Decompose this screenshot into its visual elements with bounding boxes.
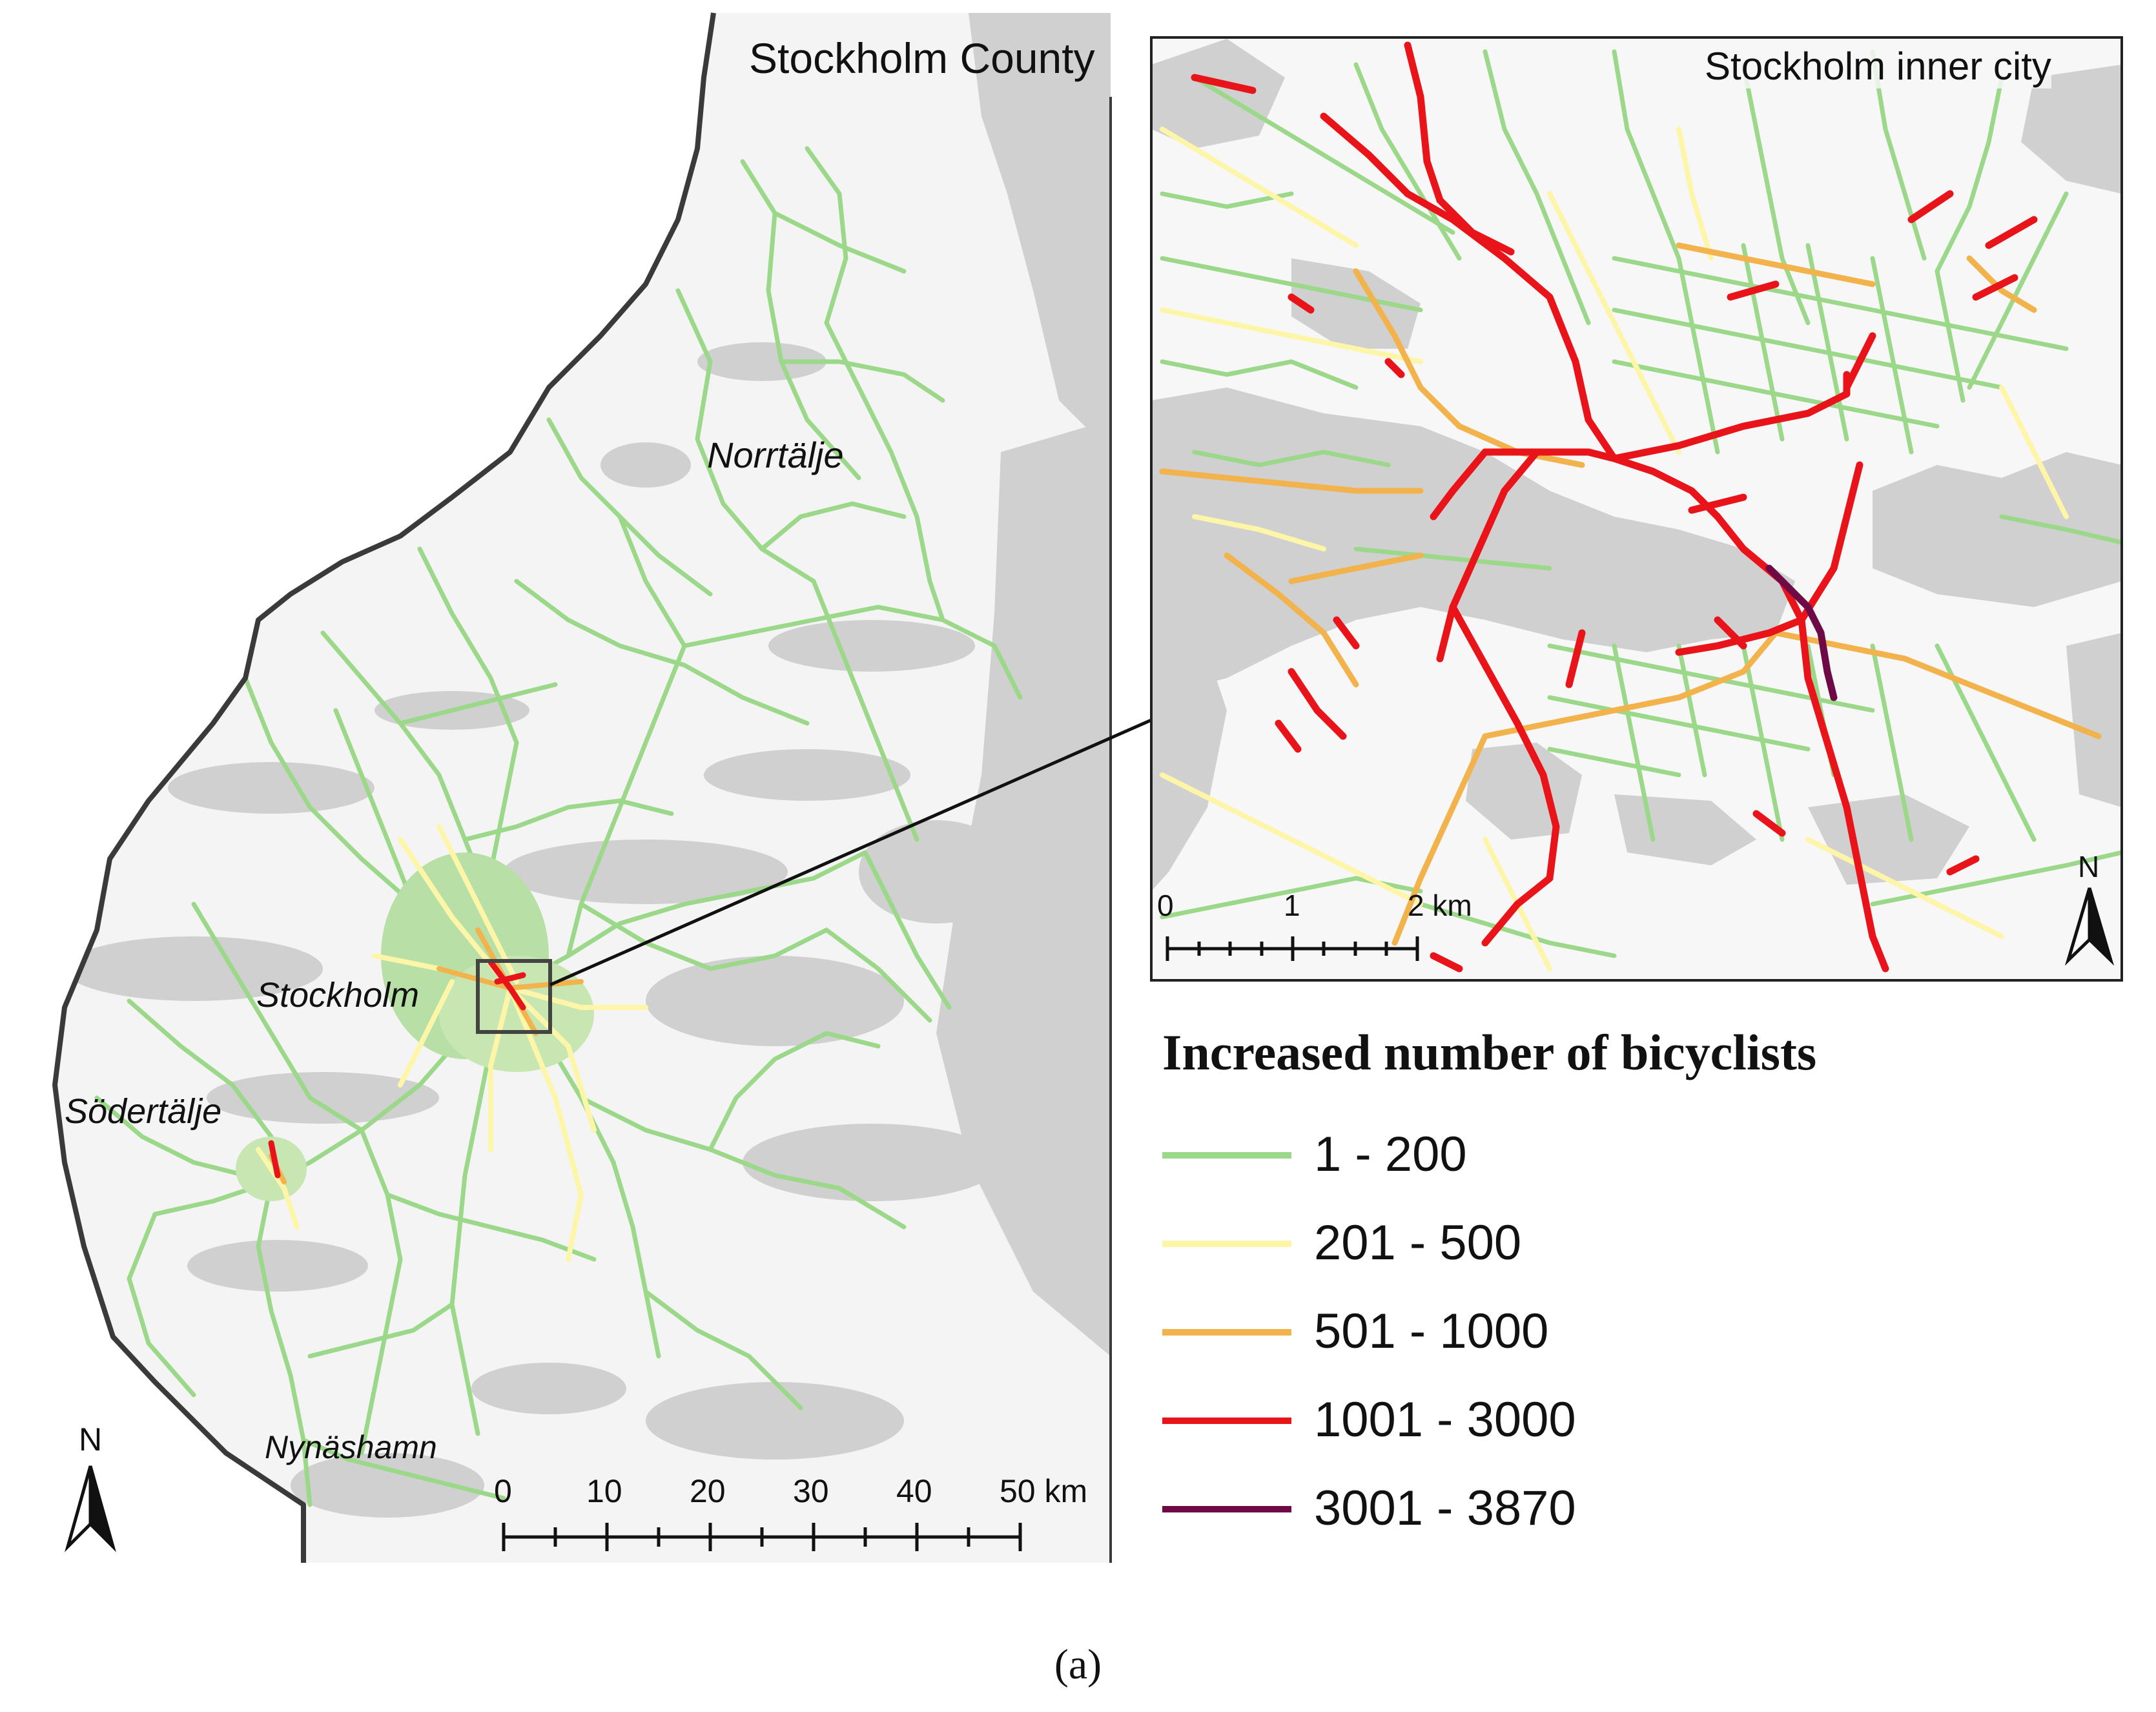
county-scale-tick-20: 20 bbox=[690, 1473, 726, 1509]
legend-item-1-200: 1 - 200 bbox=[1162, 1122, 1743, 1187]
county-north-arrow bbox=[65, 1465, 116, 1552]
inset-north-arrow bbox=[2064, 887, 2115, 966]
inset-water-patches bbox=[1151, 39, 2122, 891]
legend-item-501-1000: 501 - 1000 bbox=[1162, 1299, 1743, 1364]
inset-locator-box bbox=[476, 959, 552, 1034]
county-scale-tick-40: 40 bbox=[896, 1473, 932, 1509]
legend-item-3001-3870: 3001 - 3870 bbox=[1162, 1476, 1743, 1541]
place-label-sodertalje: Södertälje bbox=[65, 1092, 222, 1131]
county-roads-urban bbox=[236, 824, 648, 1262]
inset-roads-3001-3870 bbox=[1765, 564, 1838, 701]
inset-roads-1-200 bbox=[1160, 49, 2122, 958]
legend-swatch bbox=[1162, 1506, 1291, 1512]
inset-scale-tick-1: 1 bbox=[1284, 889, 1300, 922]
county-scale-tick-50km: 50 km bbox=[1000, 1473, 1088, 1509]
legend-label: 501 - 1000 bbox=[1314, 1304, 1549, 1359]
place-label-nynashamn: Nynäshamn bbox=[265, 1429, 437, 1465]
place-label-stockholm: Stockholm bbox=[256, 976, 420, 1015]
inset-roads-1001-3000 bbox=[1191, 41, 2038, 973]
county-scale-tick-0: 0 bbox=[494, 1473, 512, 1509]
county-north-label: N bbox=[79, 1421, 103, 1458]
legend-label: 1001 - 3000 bbox=[1314, 1392, 1576, 1447]
county-map-title: Stockholm County bbox=[749, 34, 1095, 82]
county-scale-tick-10: 10 bbox=[586, 1473, 622, 1509]
county-scale-bar bbox=[502, 1523, 1022, 1551]
inset-map-frame bbox=[1150, 36, 2123, 982]
inset-roads-201-500 bbox=[1160, 127, 2069, 971]
county-scale-tick-30: 30 bbox=[793, 1473, 829, 1509]
legend-title: Increased number of bicyclists bbox=[1162, 1024, 1817, 1080]
inset-north-label: N bbox=[2078, 850, 2100, 883]
legend-item-1001-3000: 1001 - 3000 bbox=[1162, 1388, 1743, 1452]
inset-scale-bar bbox=[1165, 936, 1419, 961]
legend-item-201-500: 201 - 500 bbox=[1162, 1211, 1743, 1275]
legend-label: 201 - 500 bbox=[1314, 1215, 1522, 1270]
inset-scale-tick-2km: 2 km bbox=[1408, 889, 1472, 922]
legend-label: 1 - 200 bbox=[1314, 1127, 1467, 1182]
legend-swatch bbox=[1162, 1418, 1291, 1424]
archipelago-patches bbox=[65, 13, 1111, 1518]
figure-caption: (a) bbox=[1054, 1641, 1102, 1688]
inset-scale-tick-0: 0 bbox=[1157, 889, 1174, 922]
legend-swatch bbox=[1162, 1241, 1291, 1247]
inset-map-title: Stockholm inner city bbox=[1705, 44, 2051, 88]
county-boundary bbox=[52, 12, 716, 1563]
legend-swatch bbox=[1162, 1152, 1291, 1159]
legend-label: 3001 - 3870 bbox=[1314, 1481, 1576, 1536]
legend-swatch bbox=[1162, 1329, 1291, 1336]
inset-connector-line bbox=[549, 718, 1153, 987]
place-label-norrtalje: Norrtälje bbox=[707, 435, 844, 475]
